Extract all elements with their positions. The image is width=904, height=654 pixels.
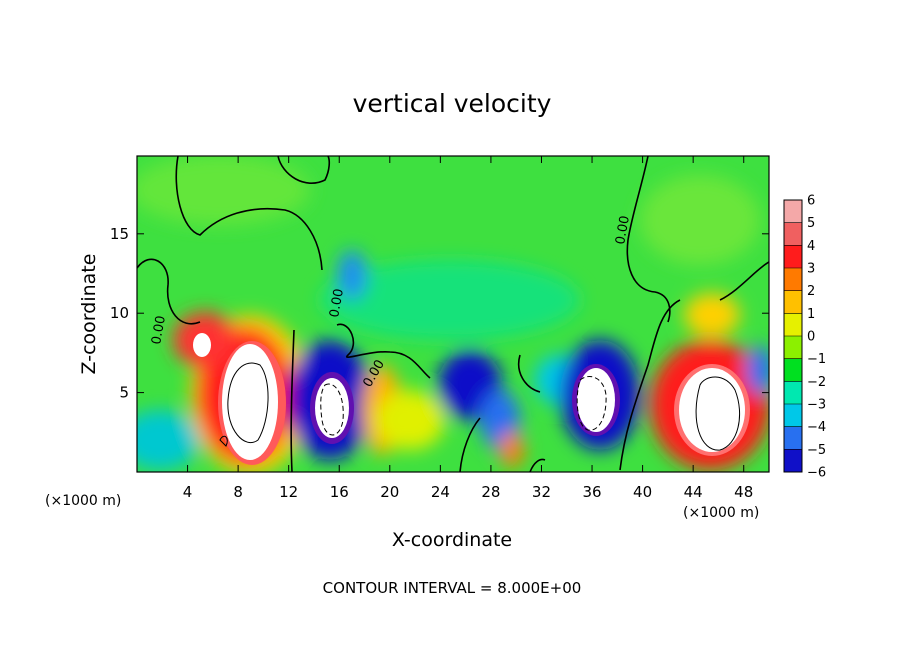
chart-title: vertical velocity: [353, 89, 552, 118]
colorbar-swatch: [784, 404, 802, 427]
y-tick-label: 10: [110, 304, 129, 322]
updraft-left-contour: [227, 362, 269, 443]
weak-downdraft-region: [320, 260, 580, 340]
zero-contour-line: [619, 299, 681, 471]
downdraft-upper: [337, 250, 367, 300]
weak-downdraft-region: [137, 410, 200, 470]
updraft-right-saturated: [679, 368, 745, 452]
zero-contour-line: [719, 261, 769, 301]
zero-contour-line: [336, 323, 431, 379]
y-axis: 5 10 15: [110, 225, 769, 402]
colorbar-label: −5: [807, 443, 826, 458]
updraft-upper-left-saturated: [193, 333, 211, 357]
zero-contour-line: [137, 258, 201, 325]
x-tick-label: 12: [279, 483, 298, 501]
updraft-left-small-contour: [219, 435, 228, 447]
zero-contour-line: [175, 156, 323, 271]
downdraft-35-saturated: [577, 368, 615, 432]
colorbar-label: −3: [807, 398, 826, 413]
updraft-right-upper: [684, 293, 740, 337]
colorbar-label: −1: [807, 352, 826, 367]
downdraft-16-contour: [320, 383, 344, 436]
updraft-21: [375, 390, 445, 450]
colorbar-label: 3: [807, 262, 815, 277]
x-tick-label: 40: [633, 483, 652, 501]
x-tick-label: 28: [481, 483, 500, 501]
colorbar-label: 2: [807, 284, 815, 299]
zero-contour-line: [277, 156, 331, 184]
weak-updraft-region: [137, 156, 310, 225]
x-tick-label: 20: [380, 483, 399, 501]
downdraft-edge: [746, 345, 769, 395]
colorbar-label: −6: [807, 466, 826, 481]
x-tick-label: 48: [734, 483, 753, 501]
zero-contours: [137, 156, 769, 472]
colorbar-swatch: [784, 290, 802, 314]
colorbar-swatch: [784, 449, 802, 472]
x-tick-label: 44: [684, 483, 703, 501]
y-tick-label: 15: [110, 225, 129, 243]
colorbar-swatch: [784, 245, 802, 268]
y-unit-label: (×1000 m): [45, 493, 121, 509]
y-axis-label: Z-coordinate: [78, 254, 100, 375]
colorbar: 6 5 4 3 2 1 0 −1 −2 −3 −4 −5 −6: [783, 194, 826, 481]
colorbar-label: −4: [807, 420, 826, 435]
colorbar-label: 4: [807, 239, 815, 254]
contour-label: 0.00: [327, 288, 347, 319]
colorbar-swatch: [784, 336, 802, 359]
x-axis: 4 8 12 16 20 24 28 32 36 40 44 48: [183, 156, 753, 501]
x-unit-label: (×1000 m): [683, 505, 759, 521]
zero-contour-line: [626, 156, 671, 323]
zero-contour-line: [518, 354, 541, 393]
colorbar-label: 1: [807, 307, 815, 322]
x-tick-label: 8: [233, 483, 243, 501]
x-tick-label: 24: [431, 483, 450, 501]
y-tick-label: 5: [119, 384, 129, 402]
downdraft-16-saturated: [315, 378, 349, 438]
colorbar-swatch: [784, 381, 802, 404]
updraft-right-contour: [695, 376, 741, 451]
x-axis-label: X-coordinate: [392, 529, 512, 551]
x-tick-label: 16: [330, 483, 349, 501]
x-tick-label: 4: [183, 483, 193, 501]
colorbar-swatch: [784, 426, 802, 450]
zero-contour-line: [529, 458, 546, 472]
weak-updraft-region: [640, 175, 760, 265]
x-tick-label: 32: [532, 483, 551, 501]
downdraft-35-contour: [576, 376, 607, 431]
zero-contour-line: [459, 417, 481, 472]
contour-interval-note: CONTOUR INTERVAL = 8.000E+00: [323, 579, 582, 597]
heatmap-field: [137, 156, 769, 472]
colorbar-label: 6: [807, 194, 815, 209]
colorbar-swatch: [784, 313, 802, 336]
colorbar-swatch: [784, 200, 802, 223]
negative-contours: [320, 376, 607, 436]
colorbar-swatch: [784, 222, 802, 246]
colorbar-label: 0: [807, 330, 815, 345]
x-tick-label: 36: [582, 483, 601, 501]
core-contours: [219, 362, 741, 451]
colorbar-swatch: [784, 358, 802, 382]
colorbar-label: −2: [807, 375, 826, 390]
contour-label: 0.00: [613, 215, 633, 246]
updraft-29: [500, 432, 524, 468]
zero-contour-line: [290, 329, 295, 472]
plot-frame: [136, 155, 770, 473]
colorbar-swatch: [784, 268, 802, 291]
colorbar-label: 5: [807, 216, 815, 231]
contour-label: 0.00: [149, 315, 169, 346]
